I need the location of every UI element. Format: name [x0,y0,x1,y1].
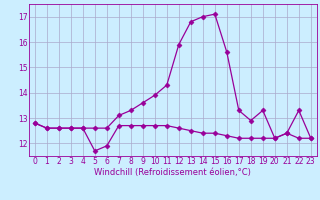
X-axis label: Windchill (Refroidissement éolien,°C): Windchill (Refroidissement éolien,°C) [94,168,251,177]
